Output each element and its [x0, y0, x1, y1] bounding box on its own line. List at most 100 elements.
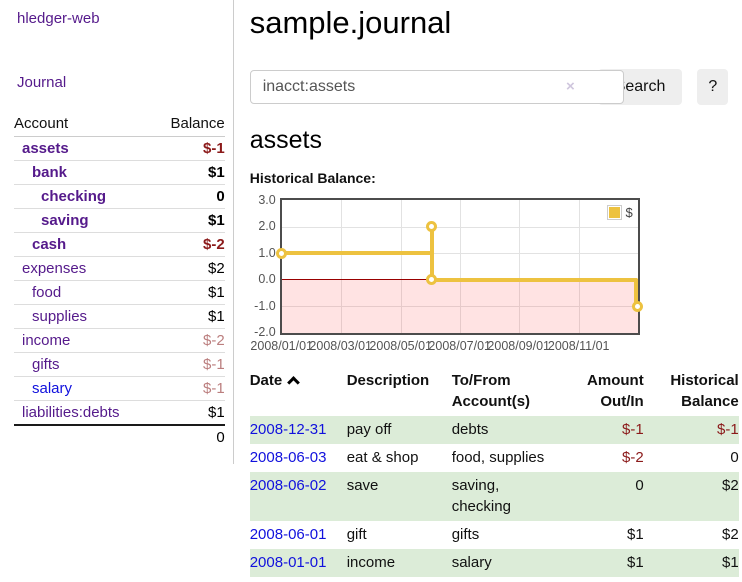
transaction-balance: 0	[730, 449, 739, 466]
series-line-segment	[633, 278, 638, 309]
transaction-description: save	[346, 477, 379, 494]
gridline	[578, 200, 580, 333]
sidebar-item-journal[interactable]: Journal	[17, 74, 67, 91]
account-row-expenses: expenses $2	[14, 256, 225, 281]
transaction-date-link[interactable]: 2008-12-31	[249, 421, 327, 438]
transaction-balance: $-1	[717, 421, 739, 438]
account-row-bank: bank $1	[14, 160, 225, 185]
register-col-amount: Amount Out/In	[587, 372, 644, 410]
register-row: 2008-01-01 income salary $1 $1	[249, 549, 739, 577]
transaction-description: income	[346, 554, 396, 571]
data-point-marker[interactable]	[275, 248, 287, 259]
data-point-marker[interactable]	[425, 221, 437, 232]
account-balance: $-1	[153, 136, 225, 161]
series-line-segment	[429, 225, 434, 282]
transaction-date-link[interactable]: 2008-01-01	[249, 554, 327, 571]
data-point-marker[interactable]	[425, 274, 437, 285]
historical-balance-chart: 3.0 2.0 1.0 0.0 -1.0 -2.0	[250, 193, 643, 354]
account-link-cash[interactable]: cash	[32, 236, 67, 253]
transaction-date-link[interactable]: 2008-06-01	[249, 526, 327, 543]
account-link-food[interactable]: food	[32, 284, 62, 301]
gridline	[281, 227, 638, 228]
gridline	[281, 306, 638, 307]
accounts-col-account: Account	[14, 112, 154, 137]
account-row-salary: salary $-1	[14, 376, 225, 401]
y-tick-label: 2.0	[258, 219, 276, 233]
transaction-accounts: gifts	[451, 526, 480, 543]
y-tick-label: 1.0	[258, 246, 276, 260]
app-title-link[interactable]: hledger-web	[17, 10, 100, 27]
account-row-food: food $1	[14, 280, 225, 305]
register-col-balance: Historical Balance	[670, 372, 739, 410]
gridline	[400, 200, 402, 333]
account-link-checking[interactable]: checking	[41, 188, 107, 205]
help-button[interactable]: ?	[697, 69, 729, 105]
gridline	[459, 200, 461, 333]
legend-label: $	[625, 205, 633, 220]
account-balance: $-1	[153, 376, 225, 401]
transaction-accounts: food, supplies	[451, 449, 545, 466]
accounts-total-row: 0	[14, 424, 225, 450]
account-balance: $2	[153, 256, 225, 281]
account-link-bank[interactable]: bank	[32, 164, 68, 181]
gridline	[281, 253, 638, 254]
account-balance: $-2	[153, 328, 225, 353]
series-line-segment	[281, 251, 434, 255]
account-row-income: income $-2	[14, 328, 225, 353]
register-row: 2008-12-31 pay off debts $-1 $-1	[249, 416, 739, 444]
negative-region	[281, 280, 638, 333]
account-balance: $1	[208, 404, 225, 421]
register-col-account: To/From Account(s)	[451, 372, 531, 410]
transaction-date-link[interactable]: 2008-06-03	[249, 449, 327, 466]
data-point-marker[interactable]	[631, 301, 643, 312]
account-balance: $1	[153, 280, 225, 305]
account-link-salary[interactable]: salary	[32, 380, 73, 397]
chart-legend: $	[607, 205, 633, 220]
transaction-amount: $-1	[622, 421, 644, 438]
total-balance: 0	[153, 424, 225, 450]
transaction-accounts: salary	[451, 554, 492, 571]
account-link-gifts[interactable]: gifts	[32, 356, 60, 373]
account-row-checking: checking 0	[14, 184, 225, 209]
y-tick-label: -1.0	[254, 299, 276, 313]
account-row-cash: cash $-2	[14, 232, 225, 257]
transaction-amount: 0	[635, 477, 644, 494]
account-link-expenses[interactable]: expenses	[22, 260, 87, 277]
transaction-amount: $-2	[622, 449, 644, 466]
register-row: 2008-06-03 eat & shop food, supplies $-2…	[250, 444, 739, 472]
account-balance: $1	[153, 208, 225, 233]
transaction-balance: $1	[722, 554, 739, 571]
account-balance: 0	[153, 184, 225, 209]
main-content: sample.journal × Search ? assets Histori…	[234, 0, 742, 577]
gridline	[340, 200, 342, 333]
transaction-amount: $1	[627, 526, 644, 543]
account-link-assets[interactable]: assets	[22, 140, 69, 157]
account-balance: $1	[153, 304, 225, 329]
y-tick-label: -2.0	[254, 325, 276, 339]
register-header-row: Date Description To/From Account(s) Amoun…	[250, 367, 739, 416]
x-tick-label: 2008/01/01	[250, 339, 313, 353]
x-tick-label: 2008/05/01	[369, 339, 432, 353]
account-link-saving[interactable]: saving	[41, 212, 89, 229]
account-link-liabilities-debts[interactable]: liabilities:debts	[22, 404, 120, 421]
account-row-liabilities-debts: liabilities:debts $1	[14, 401, 225, 426]
transaction-accounts: saving, checking	[451, 477, 511, 515]
accounts-col-balance: Balance	[153, 112, 225, 137]
account-link-income[interactable]: income	[22, 332, 71, 349]
account-link-supplies[interactable]: supplies	[32, 308, 88, 325]
account-heading: assets	[249, 126, 322, 154]
transaction-balance: $2	[722, 477, 739, 494]
register-col-date[interactable]: Date	[250, 367, 347, 416]
accounts-header-row: Account Balance	[14, 112, 225, 137]
chart-plot-area[interactable]: $	[275, 198, 643, 335]
register-col-description: Description	[346, 372, 430, 389]
transaction-date-link[interactable]: 2008-06-02	[249, 477, 327, 494]
search-input[interactable]	[249, 70, 624, 104]
clear-search-icon[interactable]: ×	[565, 78, 575, 95]
sidebar: hledger-web Journal Account Balance asse…	[0, 0, 234, 464]
legend-swatch-icon	[607, 205, 623, 220]
sort-asc-icon	[287, 376, 301, 389]
x-tick-label: 2008/09/01	[487, 339, 550, 353]
account-row-saving: saving $1	[14, 208, 225, 233]
